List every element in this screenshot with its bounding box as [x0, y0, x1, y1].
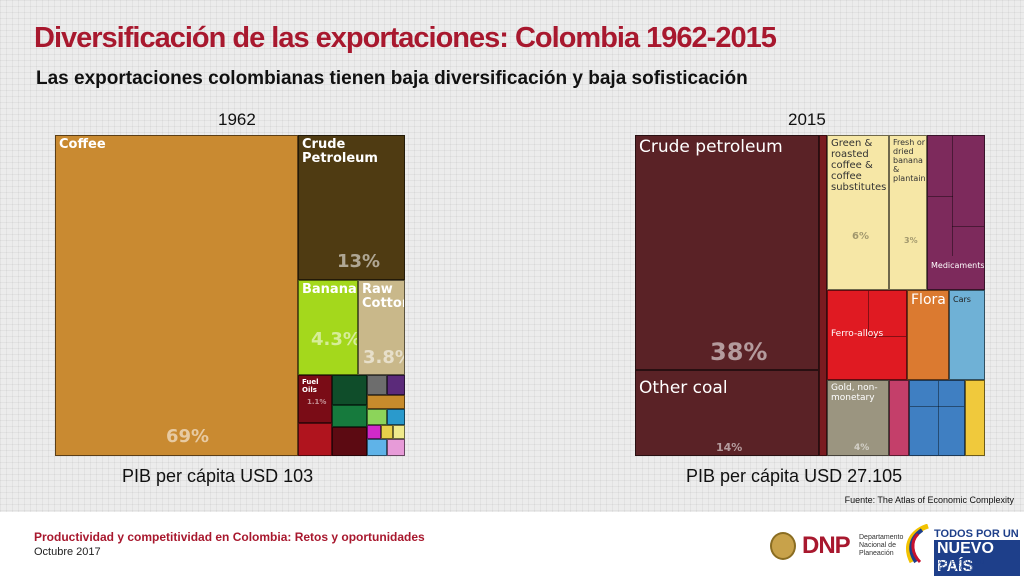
tile-crude-petroleum: Crude Petroleum 13% — [298, 135, 405, 280]
tile-coffee: Coffee 69% — [55, 135, 298, 456]
tile-small-6 — [387, 375, 405, 395]
tile-share-crude-petroleum-2015: 38% — [710, 338, 768, 366]
nuevo-pais-logo: TODOS POR UN NUEVO PAÍS PAZ EQUIDAD EDUC… — [900, 518, 1020, 576]
dnp-logo-subtext: Departamento Nacional de Planeación — [859, 534, 904, 557]
tile-pink-misc — [889, 380, 909, 456]
tile-blue-misc — [909, 380, 965, 456]
gdp-label-2015: PIB per cápita USD 27.105 — [686, 466, 903, 486]
tile-banana-2015: Fresh or dried banana & plantains 3% — [889, 135, 927, 290]
page-title: Diversificación de las exportaciones: Co… — [34, 22, 777, 54]
tile-bananas: Bananas 4.3% — [298, 280, 358, 375]
tile-small-11 — [381, 425, 393, 439]
tile-small-red-edge — [819, 135, 827, 456]
tile-ferro-alloys: Ferro-alloys — [827, 290, 907, 380]
tile-flora: Flora — [907, 290, 949, 380]
tile-share-banana-2015: 3% — [904, 236, 918, 245]
tile-small-5 — [367, 375, 387, 395]
tile-small-8 — [367, 409, 387, 425]
tile-share-raw-cotton: 3.8% — [363, 347, 404, 368]
tile-label-cars: Cars — [953, 295, 971, 304]
tile-share-gold: 4% — [854, 443, 870, 453]
tile-small-2 — [332, 375, 367, 405]
nuevo-pais-line1: TODOS POR UN — [934, 528, 1019, 540]
tile-label-fuel-oils: Fuel Oils — [302, 378, 319, 394]
source-note: Fuente: The Atlas of Economic Complexity — [844, 495, 1014, 505]
tile-small-10 — [367, 425, 381, 439]
colombia-seal-icon — [770, 532, 796, 560]
flag-arc-icon — [906, 524, 929, 564]
tile-label-gold: Gold, non-monetary — [831, 383, 878, 403]
tile-medicaments: Medicaments — [927, 135, 985, 290]
year-label-2015: 2015 — [788, 110, 826, 129]
tile-coffee-2015: Green & roasted coffee & coffee substitu… — [827, 135, 889, 290]
tile-other-coal: Other coal 14% — [635, 370, 819, 456]
dnp-logo-text: DNP — [802, 532, 851, 559]
nuevo-pais-line3: PAZ EQUIDAD EDUCACIÓN — [934, 560, 986, 572]
tile-label-flora: Flora — [911, 292, 946, 308]
tile-share-crude-petroleum: 13% — [337, 251, 381, 272]
gdp-label-1962: PIB per cápita USD 103 — [122, 466, 314, 486]
tile-raw-cotton: Raw Cotton 3.8% — [358, 280, 405, 375]
tile-share-other-coal: 14% — [716, 441, 743, 454]
tile-cars: Cars — [949, 290, 985, 380]
year-label-1962: 1962 — [218, 110, 256, 129]
tile-gold: Gold, non-monetary 4% — [827, 380, 889, 456]
tile-small-1 — [298, 423, 332, 456]
treemap-2015: Crude petroleum 38% Other coal 14% Green… — [635, 135, 985, 456]
tile-share-coffee: 69% — [166, 426, 210, 447]
footer-title: Productividad y competitividad en Colomb… — [34, 530, 425, 544]
tile-label-coffee-2015: Green & roasted coffee & coffee substitu… — [831, 138, 887, 193]
tile-fuel-oils: Fuel Oils 1.1% — [298, 375, 332, 423]
tile-small-7 — [367, 395, 405, 409]
tile-crude-petroleum-2015: Crude petroleum 38% — [635, 135, 819, 370]
tile-small-3 — [332, 405, 367, 427]
treemap-1962: Coffee 69% Crude Petroleum 13% Bananas 4… — [55, 135, 405, 456]
tile-share-bananas: 4.3% — [311, 329, 358, 350]
tile-label-banana-2015: Fresh or dried banana & plantains — [893, 138, 927, 183]
tile-label-ferro-alloys: Ferro-alloys — [831, 329, 884, 339]
tile-label-medicaments: Medicaments — [931, 261, 985, 270]
tile-small-14 — [387, 439, 405, 456]
tile-share-coffee-2015: 6% — [852, 231, 869, 242]
footer-date: Octubre 2017 — [34, 546, 101, 558]
tile-label-coffee: Coffee — [59, 137, 106, 152]
tile-small-9 — [387, 409, 405, 425]
tile-label-raw-cotton: Raw Cotton — [362, 282, 404, 311]
tile-label-bananas: Bananas — [302, 282, 357, 297]
footer-bar — [0, 512, 1024, 576]
tile-small-13 — [367, 439, 387, 456]
tile-label-other-coal: Other coal — [639, 378, 728, 398]
tile-label-crude-petroleum: Crude Petroleum — [302, 137, 378, 166]
nuevo-pais-line2: NUEVO PAÍS — [934, 540, 1020, 576]
dnp-logo: DNP Departamento Nacional de Planeación — [770, 530, 904, 566]
tile-label-crude-petroleum-2015: Crude petroleum — [639, 137, 783, 157]
page-subtitle: Las exportaciones colombianas tienen baj… — [36, 68, 748, 89]
tile-small-12 — [393, 425, 405, 439]
tile-small-4 — [332, 427, 367, 456]
tile-share-fuel-oils: 1.1% — [307, 398, 327, 406]
tile-yellow-misc — [965, 380, 985, 456]
